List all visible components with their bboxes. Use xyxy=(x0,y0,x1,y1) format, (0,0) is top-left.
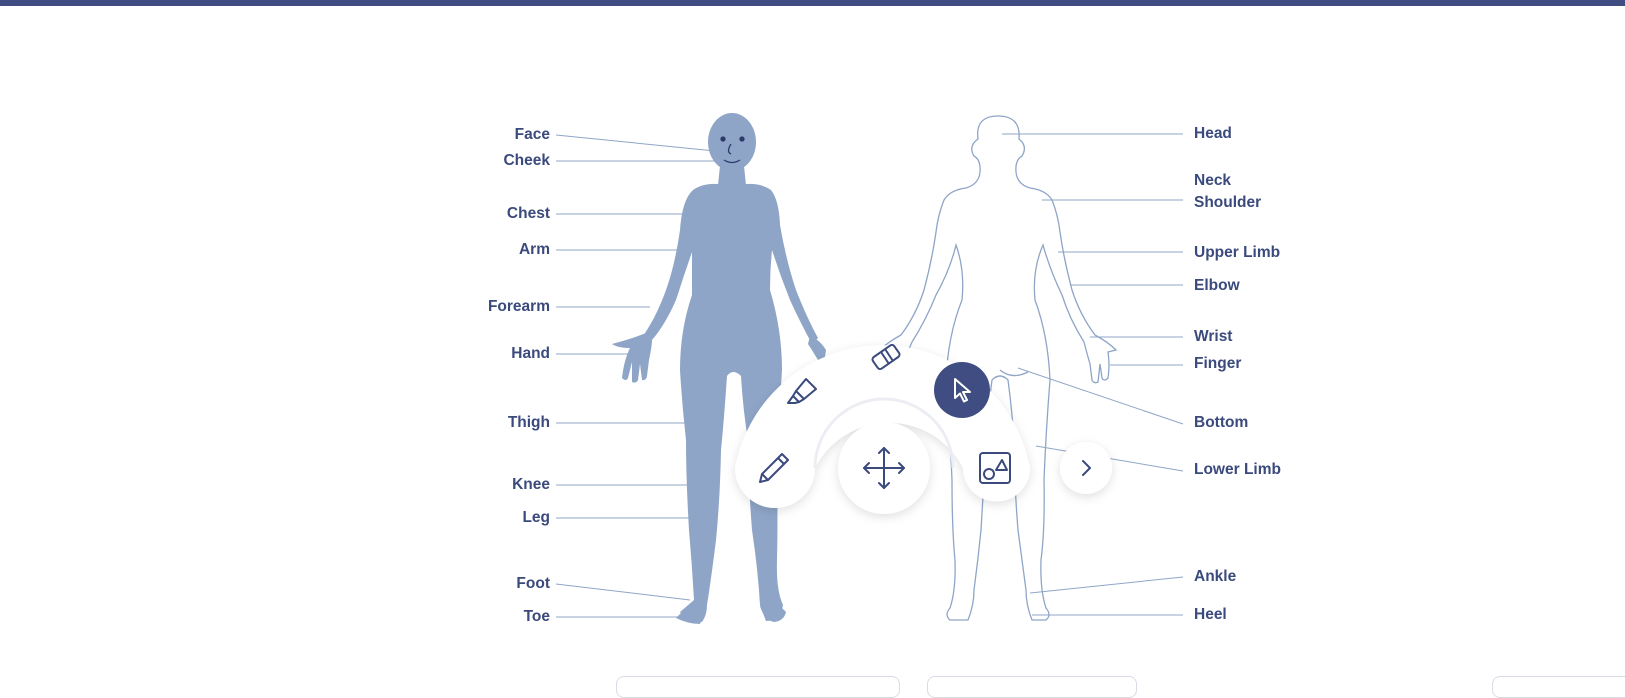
label-head[interactable]: Head xyxy=(1194,125,1232,142)
bottom-panel-card-3[interactable] xyxy=(1492,676,1625,698)
label-heel[interactable]: Heel xyxy=(1194,606,1227,623)
pencil-icon xyxy=(759,453,789,483)
label-hand[interactable]: Hand xyxy=(511,345,550,362)
move-icon xyxy=(863,447,905,489)
label-chest[interactable]: Chest xyxy=(506,205,550,222)
body-figures-svg xyxy=(555,113,1184,624)
front-face-features xyxy=(720,136,745,164)
bottom-panel-card-1[interactable] xyxy=(616,676,900,698)
label-wrist[interactable]: Wrist xyxy=(1194,328,1233,345)
eraser-tool-button[interactable] xyxy=(860,335,910,381)
toolbar-inner-arc xyxy=(813,397,955,469)
bottom-panel-card-2[interactable] xyxy=(927,676,1137,698)
pencil-tool-button[interactable] xyxy=(751,445,797,491)
label-leg[interactable]: Leg xyxy=(522,509,550,526)
chevron-right-icon xyxy=(1082,460,1091,476)
label-foot[interactable]: Foot xyxy=(516,575,550,592)
top-accent-bar xyxy=(0,0,1625,6)
shapes-tool-button[interactable] xyxy=(975,447,1015,489)
highlighter-icon xyxy=(787,378,817,404)
front-body-figure xyxy=(612,113,826,624)
move-tool-button[interactable] xyxy=(858,442,910,494)
label-cheek[interactable]: Cheek xyxy=(503,152,550,169)
label-arm[interactable]: Arm xyxy=(518,241,550,258)
eraser-icon xyxy=(871,343,901,371)
label-leader-lines xyxy=(555,133,1184,618)
label-knee[interactable]: Knee xyxy=(512,476,550,493)
label-shoulder[interactable]: Shoulder xyxy=(1194,194,1262,211)
label-forearm[interactable]: Forearm xyxy=(487,298,550,315)
next-tools-button[interactable] xyxy=(1070,452,1102,484)
label-upper-limb[interactable]: Upper Limb xyxy=(1194,244,1281,261)
highlighter-tool-button[interactable] xyxy=(779,368,829,414)
cursor-tool-button-active[interactable] xyxy=(934,362,990,418)
label-neck[interactable]: Neck xyxy=(1194,172,1232,189)
shapes-icon xyxy=(979,452,1011,484)
label-ankle[interactable]: Ankle xyxy=(1194,568,1237,585)
label-finger[interactable]: Finger xyxy=(1194,355,1242,372)
label-face[interactable]: Face xyxy=(514,126,550,143)
label-toe[interactable]: Toe xyxy=(523,608,550,625)
label-elbow[interactable]: Elbow xyxy=(1194,277,1240,294)
label-lower-limb[interactable]: Lower Limb xyxy=(1194,461,1281,478)
cursor-icon xyxy=(954,378,971,403)
body-diagram xyxy=(555,113,1184,624)
label-bottom[interactable]: Bottom xyxy=(1194,414,1249,431)
label-thigh[interactable]: Thigh xyxy=(507,414,550,431)
